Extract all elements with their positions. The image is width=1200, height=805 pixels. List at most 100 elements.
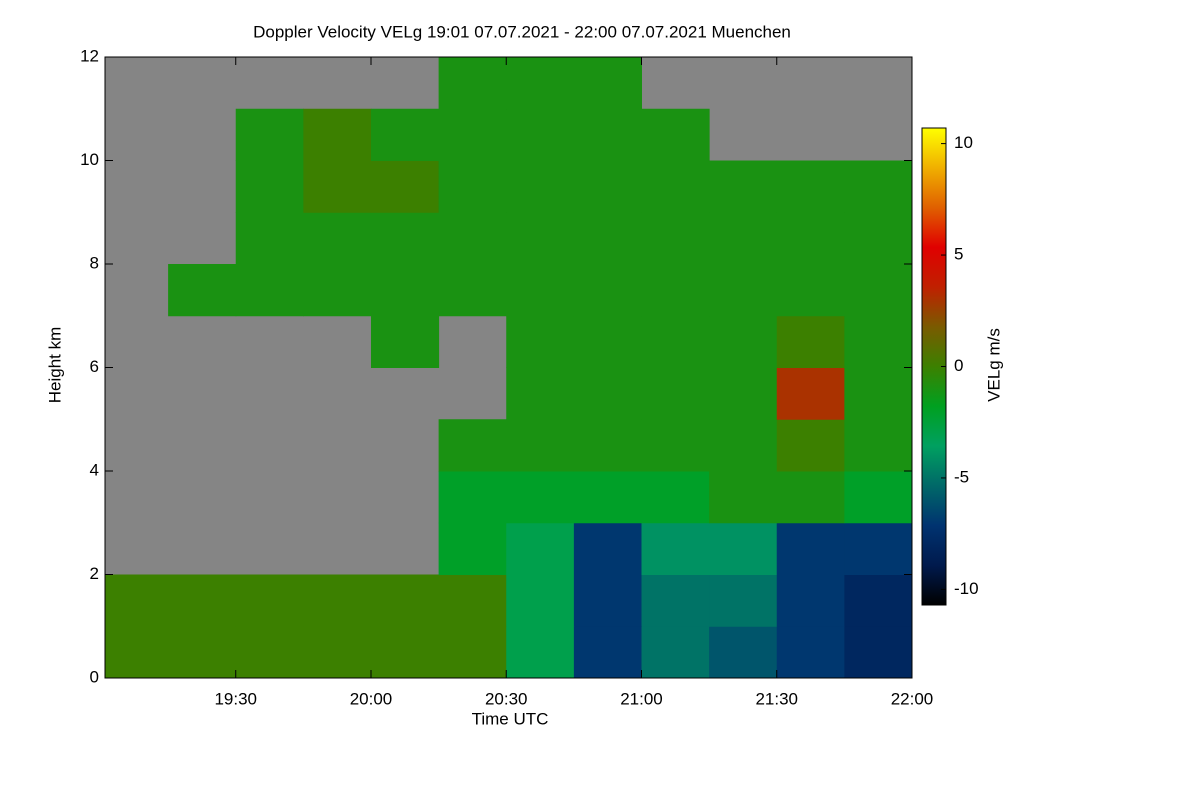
heatmap-cell xyxy=(573,367,642,420)
colorbar-tick-label: -5 xyxy=(954,467,969,486)
y-tick-label: 8 xyxy=(90,253,99,272)
heatmap-cell xyxy=(573,57,642,110)
heatmap-cell xyxy=(709,574,778,627)
heatmap-cell xyxy=(438,574,507,627)
heatmap-cell xyxy=(506,264,575,317)
heatmap-cell xyxy=(573,471,642,524)
heatmap-cell xyxy=(370,264,440,317)
heatmap-cell xyxy=(438,160,507,213)
heatmap-cell xyxy=(370,574,440,627)
colorbar-tick-label: 0 xyxy=(954,356,963,375)
heatmap-cell xyxy=(506,315,575,368)
heatmap-cell xyxy=(641,108,710,161)
heatmap-cell xyxy=(776,626,845,678)
heatmap-cell xyxy=(370,160,440,213)
heatmap-cell xyxy=(709,315,778,368)
heatmap-cell xyxy=(506,212,575,265)
heatmap-cell xyxy=(303,626,372,678)
heatmap-cell xyxy=(641,419,710,472)
heatmap-cell xyxy=(370,315,440,368)
heatmap-cell xyxy=(303,212,372,265)
heatmap-cell xyxy=(573,264,642,317)
heatmap-cell xyxy=(641,471,710,524)
heatmap-cell xyxy=(641,626,710,678)
heatmap-cell xyxy=(438,522,507,575)
heatmap-cell xyxy=(776,160,845,213)
heatmap-cell xyxy=(235,626,304,678)
heatmap-cell xyxy=(370,626,440,678)
x-tick-label: 21:00 xyxy=(620,689,663,708)
y-tick-label: 10 xyxy=(80,150,99,169)
y-tick-label: 0 xyxy=(90,667,99,686)
heatmap-cell xyxy=(506,471,575,524)
heatmap-cell xyxy=(506,574,575,627)
heatmap-cell xyxy=(776,574,845,627)
heatmap-cell xyxy=(641,212,710,265)
heatmap-cell xyxy=(844,626,912,678)
heatmap-cell xyxy=(438,419,507,472)
heatmap-cell xyxy=(844,315,912,368)
heatmap-cell xyxy=(235,160,304,213)
y-tick-label: 2 xyxy=(90,564,99,583)
heatmap-cell xyxy=(844,574,912,627)
heatmap-cell xyxy=(506,367,575,420)
heatmap-cells xyxy=(105,57,912,678)
heatmap-cell xyxy=(641,160,710,213)
heatmap-cell xyxy=(641,264,710,317)
heatmap-cell xyxy=(776,471,845,524)
heatmap-cell xyxy=(776,212,845,265)
heatmap-cell xyxy=(506,108,575,161)
heatmap-cell xyxy=(776,419,845,472)
heatmap-cell xyxy=(506,160,575,213)
heatmap-cell xyxy=(709,264,778,317)
heatmap-cell xyxy=(438,57,507,110)
heatmap-cell xyxy=(506,522,575,575)
heatmap-cell xyxy=(709,160,778,213)
x-axis-label: Time UTC xyxy=(472,709,549,728)
heatmap-cell xyxy=(709,419,778,472)
heatmap-cell xyxy=(438,212,507,265)
y-tick-label: 12 xyxy=(80,46,99,65)
heatmap-cell xyxy=(235,264,304,317)
heatmap-cell xyxy=(776,367,845,420)
heatmap-cell xyxy=(105,574,169,627)
heatmap-cell xyxy=(303,160,372,213)
heatmap-cell xyxy=(105,626,169,678)
heatmap-cell xyxy=(303,574,372,627)
colorbar-label: VELg m/s xyxy=(984,328,1003,402)
heatmap-cell xyxy=(641,522,710,575)
heatmap-cell xyxy=(303,264,372,317)
heatmap-cell xyxy=(844,419,912,472)
heatmap-cell xyxy=(709,522,778,575)
x-tick-label: 20:00 xyxy=(350,689,393,708)
y-tick-label: 4 xyxy=(90,460,99,479)
heatmap-cell xyxy=(438,264,507,317)
heatmap-cell xyxy=(370,212,440,265)
x-tick-label: 19:30 xyxy=(214,689,257,708)
heatmap-cell xyxy=(303,108,372,161)
heatmap-cell xyxy=(641,367,710,420)
heatmap-cell xyxy=(641,574,710,627)
heatmap-cell xyxy=(235,574,304,627)
heatmap-cell xyxy=(235,212,304,265)
heatmap-cell xyxy=(844,367,912,420)
chart-title: Doppler Velocity VELg 19:01 07.07.2021 -… xyxy=(253,22,791,41)
heatmap-cell xyxy=(709,471,778,524)
heatmap-cell xyxy=(370,108,440,161)
heatmap-cell xyxy=(709,626,778,678)
heatmap-cell xyxy=(844,264,912,317)
heatmap-cell xyxy=(573,522,642,575)
heatmap-cell xyxy=(506,626,575,678)
heatmap-cell xyxy=(573,315,642,368)
heatmap-cell xyxy=(573,626,642,678)
x-tick-label: 21:30 xyxy=(755,689,798,708)
heatmap-cell xyxy=(776,264,845,317)
heatmap-cell xyxy=(438,626,507,678)
heatmap-cell xyxy=(235,108,304,161)
y-axis-label: Height km xyxy=(45,327,64,404)
heatmap-cell xyxy=(573,212,642,265)
colorbar-tick-label: 5 xyxy=(954,245,963,264)
colorbar-tick-label: 10 xyxy=(954,133,973,152)
heatmap-cell xyxy=(438,471,507,524)
